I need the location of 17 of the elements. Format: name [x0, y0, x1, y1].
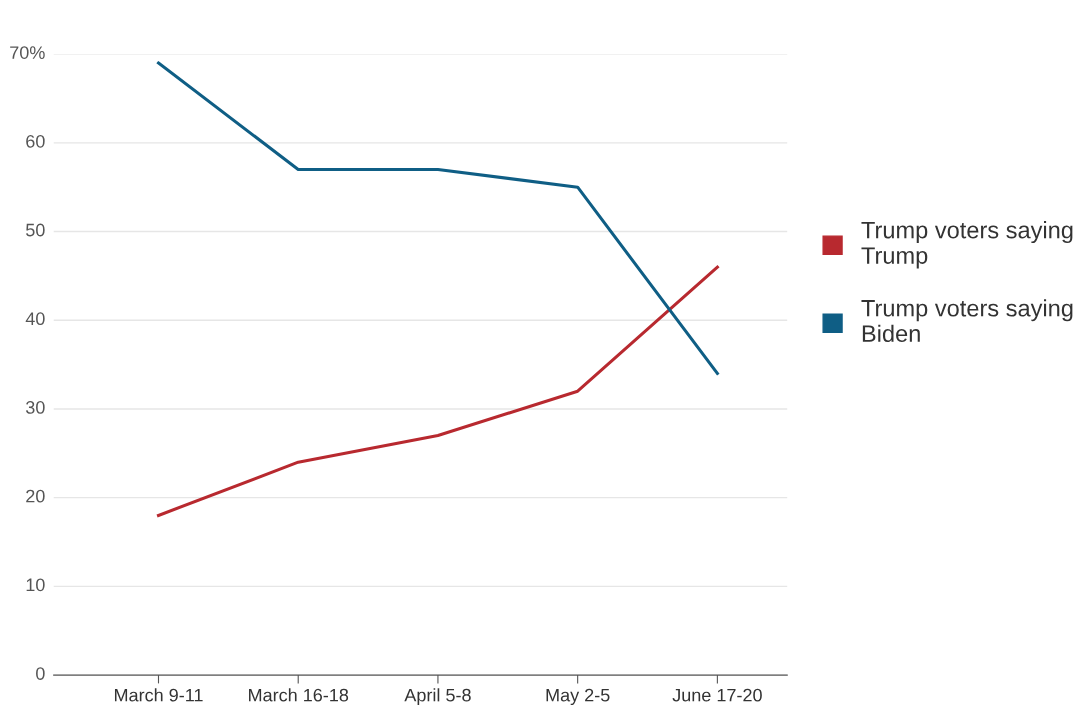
- y-tick-label: 0: [36, 667, 45, 680]
- line-series: [156, 61, 719, 376]
- y-tick-label: 70%: [10, 46, 45, 59]
- x-tick-label: May 2-5: [546, 688, 610, 706]
- x-tick-label: March 16-18: [249, 688, 349, 702]
- y-tick-label: 40: [25, 312, 45, 326]
- y-tick-label: 30: [25, 401, 45, 414]
- y-tick-label: 50: [26, 223, 45, 237]
- x-tick-label: March 9-11: [114, 688, 203, 702]
- legend-label: Trump voters saying Trump: [861, 221, 1073, 269]
- y-tick-label: 60: [26, 134, 45, 148]
- x-tick-label: April 5-8: [404, 688, 471, 706]
- y-tick-label: 20: [26, 489, 45, 503]
- legend-label: Trump voters saying Biden: [861, 299, 1073, 343]
- y-tick-label: 10: [26, 578, 45, 592]
- x-tick-label: June 17-20: [672, 688, 762, 702]
- line-series: [156, 265, 719, 517]
